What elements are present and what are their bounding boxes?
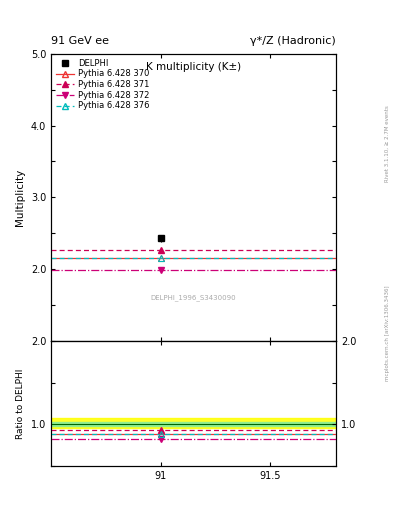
Text: DELPHI_1996_S3430090: DELPHI_1996_S3430090 (151, 294, 236, 301)
Text: 91 GeV ee: 91 GeV ee (51, 36, 109, 46)
Y-axis label: Multiplicity: Multiplicity (15, 169, 25, 226)
Text: mcplots.cern.ch [arXiv:1306.3436]: mcplots.cern.ch [arXiv:1306.3436] (385, 285, 389, 380)
Bar (51, 422, 336, 426)
Text: Rivet 3.1.10, ≥ 2.7M events: Rivet 3.1.10, ≥ 2.7M events (385, 105, 389, 182)
Bar (51, 418, 336, 428)
Y-axis label: Ratio to DELPHI: Ratio to DELPHI (16, 368, 25, 439)
Text: γ*/Z (Hadronic): γ*/Z (Hadronic) (250, 36, 336, 46)
Text: K multiplicity (K±): K multiplicity (K±) (146, 62, 241, 72)
Legend: DELPHI, Pythia 6.428 370, Pythia 6.428 371, Pythia 6.428 372, Pythia 6.428 376: DELPHI, Pythia 6.428 370, Pythia 6.428 3… (54, 57, 151, 112)
